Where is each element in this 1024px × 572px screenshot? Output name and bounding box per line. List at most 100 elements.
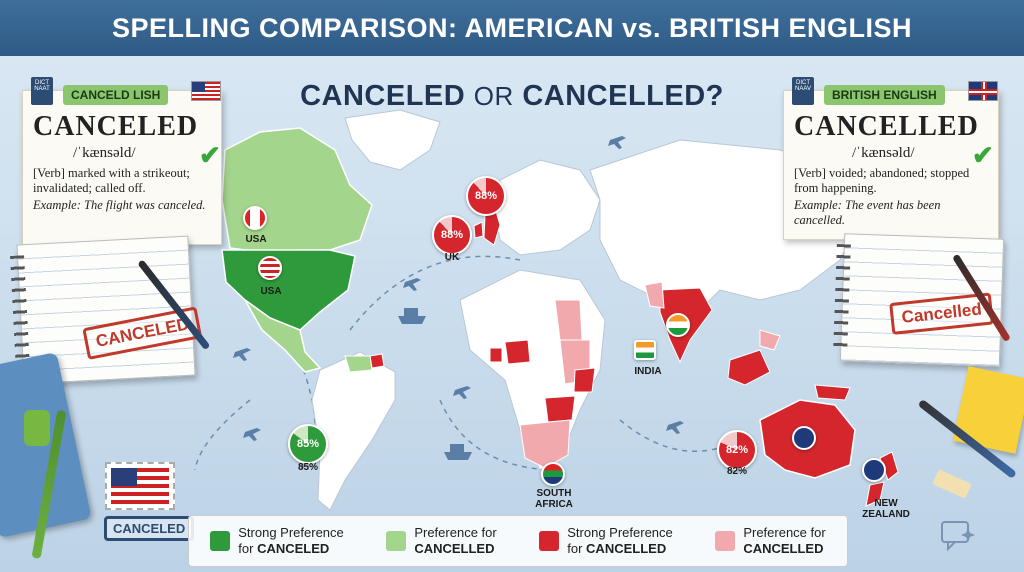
australia-percent-label: 82%	[726, 466, 747, 477]
us-example: Example: The flight was canceled.	[33, 198, 206, 212]
legend-line: Strong Preference	[238, 525, 344, 540]
us-definition: [Verb] marked with a strikeout; invalida…	[33, 166, 190, 195]
legend-item-pref-cancelled: Preference for CANCELLED	[715, 525, 826, 557]
south-africa-label-line2: AFRICA	[535, 499, 573, 510]
legend-line: Preference for	[743, 525, 826, 540]
europe-shape	[494, 159, 601, 256]
australia-flag-icon	[792, 426, 816, 450]
uk-flag-icon	[968, 81, 998, 101]
chat-sparkle-icon[interactable]	[940, 518, 976, 552]
plane-icon	[666, 421, 684, 434]
uk-percent-top: 88%	[466, 176, 506, 216]
se-asia-shape	[727, 349, 771, 386]
venezuela-shape	[344, 355, 373, 373]
check-icon: ✔	[199, 141, 221, 170]
legend-line: Preference for	[414, 525, 497, 540]
check-icon: ✔	[972, 141, 994, 170]
ghana-shape	[489, 347, 503, 363]
legend-line: for	[567, 541, 583, 556]
usa-flag-icon	[111, 468, 169, 504]
south-africa-label: SOUTH AFRICA	[528, 488, 580, 510]
plane-icon	[608, 136, 626, 149]
us-phonetic: /ˈkænsəld/	[73, 145, 136, 161]
legend-swatch	[539, 531, 560, 551]
uk-card-tag: BRITISH ENGLISH	[824, 85, 945, 105]
plane-icons	[233, 136, 684, 441]
usa-postage-stamp	[105, 462, 175, 510]
new-zealand-label: NEW ZEALAND	[858, 498, 914, 520]
plane-icon	[233, 348, 251, 361]
legend-line: for	[238, 541, 254, 556]
legend-bold: CANCELLED	[586, 541, 667, 556]
banner-title-text: SPELLING COMPARISON: AMERICAN vs. BRITIS…	[111, 12, 913, 43]
usa-label: USA	[260, 286, 282, 297]
legend-swatch	[715, 531, 736, 551]
dictionary-icon: DICT NAAT	[31, 77, 53, 105]
banner-title: SPELLING COMPARISON: AMERICAN vs. BRITIS…	[0, 0, 1024, 56]
greenland-shape	[344, 109, 441, 171]
legend-bold: CANCELLED	[414, 541, 495, 556]
comparison-question: CANCELED OR CANCELLED?	[0, 80, 1024, 113]
legend-swatch	[386, 531, 407, 551]
south-america-percent: 85%	[288, 424, 328, 464]
us-flag-icon	[191, 81, 221, 101]
new-guinea-shape	[814, 384, 851, 401]
uk-word: CANCELLED	[794, 111, 979, 142]
nigeria-shape	[504, 339, 531, 365]
uk-percent-left: 88%	[432, 215, 472, 255]
ship-icon	[444, 444, 472, 460]
plane-icon	[243, 428, 261, 441]
map-legend: Strong Preference for CANCELED Preferenc…	[188, 515, 848, 567]
legend-bold: CANCELLED	[743, 541, 824, 556]
mexico-shape	[244, 299, 322, 373]
nz-label-line2: ZEALAND	[862, 509, 910, 520]
kenya-shape	[573, 367, 596, 393]
us-card-tag: CANCELD LISH	[63, 85, 169, 105]
question-right: CANCELLED?	[522, 80, 724, 112]
legend-item-strong-canceled: Strong Preference for CANCELED	[210, 525, 344, 557]
legend-item-strong-cancelled: Strong Preference for CANCELLED	[539, 525, 673, 557]
canada-flag-icon	[243, 206, 267, 230]
south-africa-flag-icon	[541, 462, 565, 486]
legend-bold: CANCELED	[257, 541, 330, 556]
question-left: CANCELED	[300, 80, 466, 112]
south-africa-label-line1: SOUTH	[536, 488, 572, 499]
uk-definition: [Verb] voided; abandoned; stopped from h…	[794, 166, 970, 195]
legend-line: Strong Preference	[567, 525, 673, 540]
us-definition-card: DICT NAAT CANCELD LISH CANCELED /ˈkænsəl…	[22, 77, 222, 245]
uk-label: UK	[444, 252, 460, 263]
canceled-postmark: CANCELED	[104, 516, 195, 541]
ship-icons	[398, 308, 472, 460]
uk-definition-card: DICT NAAV BRITISH ENGLISH CANCELLED /ˈkæ…	[783, 77, 999, 240]
world-map	[194, 109, 899, 511]
us-word: CANCELED	[33, 111, 199, 142]
uk-phonetic: /ˈkænsəld/	[852, 145, 915, 161]
dictionary-icon: DICT NAAV	[792, 77, 814, 105]
usa-flag-marker-icon	[258, 256, 282, 280]
new-zealand-flag-icon	[862, 458, 886, 482]
guyana-shape	[369, 353, 385, 369]
south-america-shape	[311, 351, 396, 511]
question-or: OR	[473, 81, 514, 111]
legend-item-pref-canceled: Preference for CANCELLED	[386, 525, 497, 557]
usa-shape	[221, 249, 356, 331]
egypt-region-shape	[554, 299, 583, 341]
spiral-binding	[833, 243, 851, 351]
australia-percent: 82%	[717, 430, 757, 470]
ireland-shape	[473, 221, 484, 239]
ship-icon	[398, 308, 426, 324]
notebook-clasp	[24, 410, 50, 446]
legend-swatch	[210, 531, 231, 551]
canada-label: USA	[245, 234, 267, 245]
india-label: INDIA	[634, 366, 662, 377]
india-flag-icon	[666, 313, 690, 337]
south-africa-shape	[519, 419, 571, 469]
india-flag-small-icon	[634, 340, 656, 360]
zambia-shape	[544, 395, 576, 423]
plane-icon	[453, 386, 471, 399]
south-america-percent-label: 85%	[297, 462, 318, 473]
pakistan-shape	[644, 281, 665, 309]
plane-icon	[403, 278, 421, 291]
malaysia-shape	[759, 329, 781, 351]
uk-example: Example: The event has been cancelled.	[794, 198, 941, 227]
